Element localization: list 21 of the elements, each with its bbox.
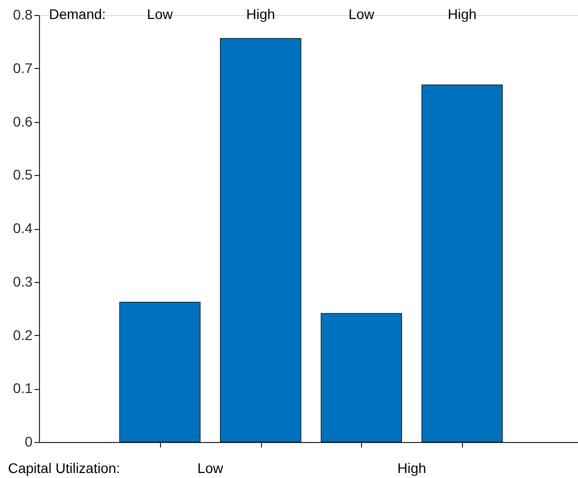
text: High xyxy=(397,460,426,476)
bar xyxy=(119,302,200,442)
text: Capital Utilization: xyxy=(8,460,120,476)
x-tick-label: Low xyxy=(348,6,376,22)
y-tick-label: 0.2 xyxy=(13,326,33,343)
bar xyxy=(220,38,302,442)
y-tick-label: 0 xyxy=(24,434,33,450)
y-tick-label: 0.3 xyxy=(13,273,33,290)
x-tick-label: High xyxy=(246,6,276,22)
bar xyxy=(422,84,503,442)
x-tick-label: Low xyxy=(147,6,174,22)
y-tick-label: 0.6 xyxy=(13,113,33,130)
y-tick-label: 0.8 xyxy=(13,6,33,22)
annotation: Demand: xyxy=(49,6,106,22)
y-tick-label: 0.1 xyxy=(13,380,33,396)
text: Low xyxy=(197,460,224,476)
y-tick-label: 0.7 xyxy=(13,60,33,76)
y-tick-label: 0.4 xyxy=(13,220,33,236)
y-tick-label: 0.5 xyxy=(13,166,33,183)
bar xyxy=(320,313,402,442)
x-tick-label: High xyxy=(448,6,477,22)
